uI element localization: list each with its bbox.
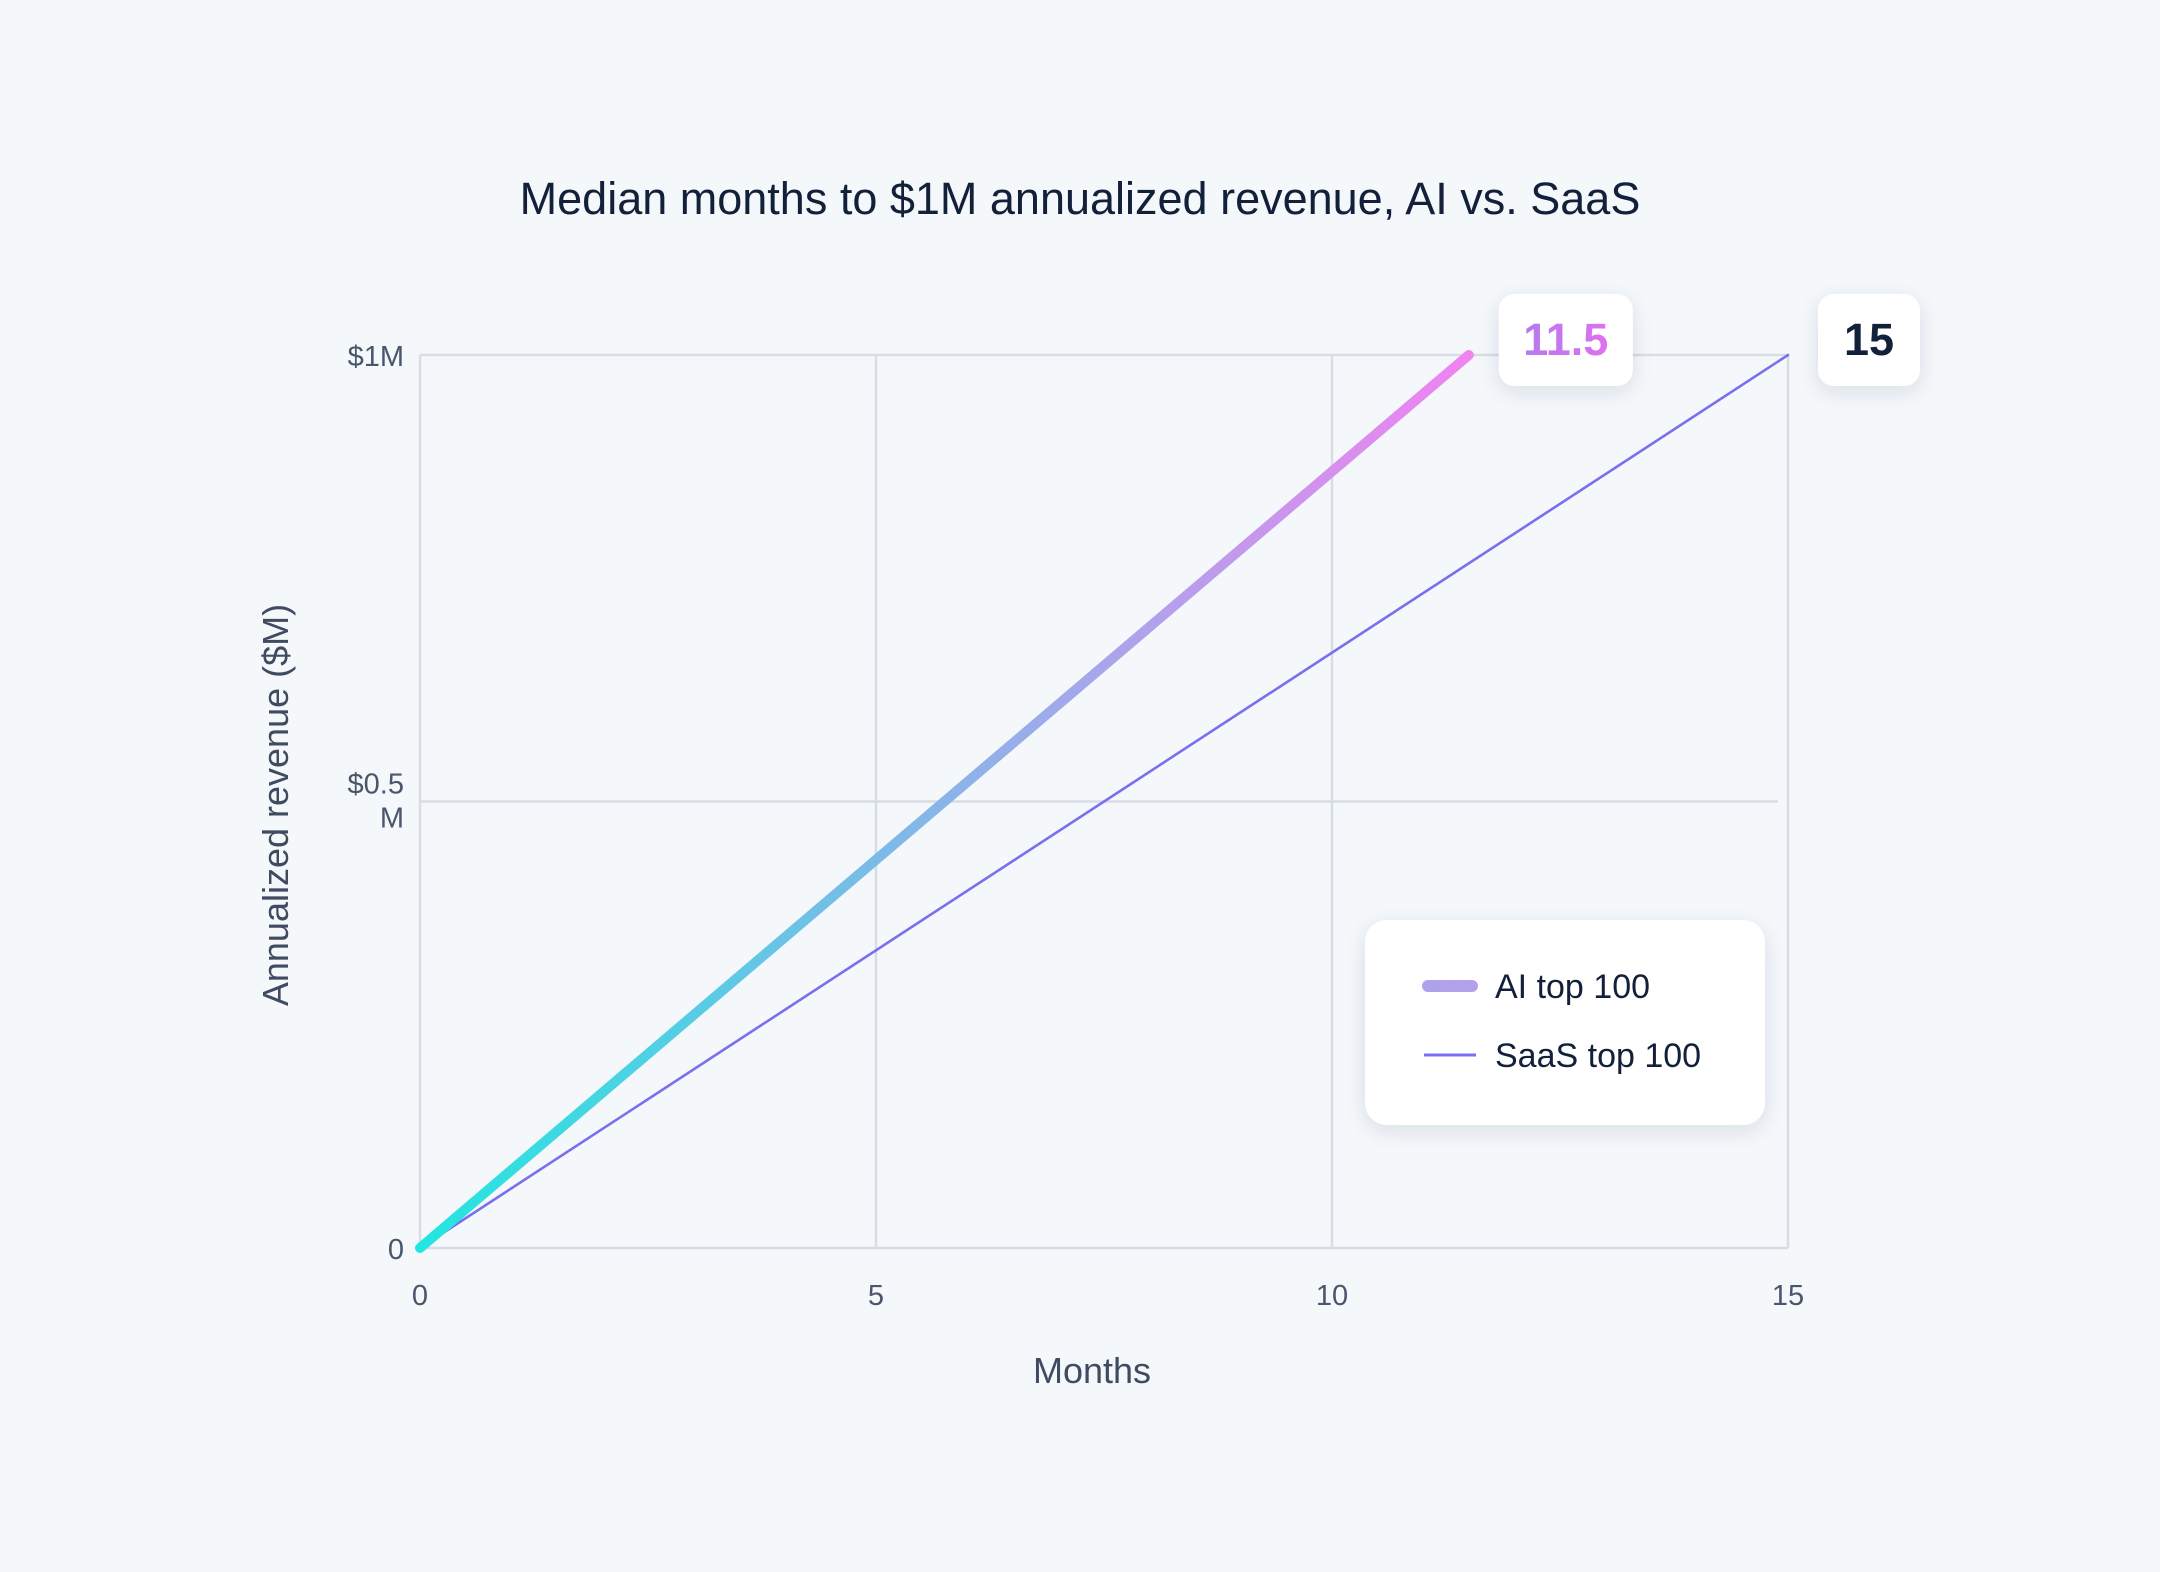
callout-value: 15 [1844, 314, 1894, 365]
y-tick-label: 0 [388, 1234, 404, 1266]
callout-box [1498, 294, 1633, 386]
series-line-saas [418, 353, 1790, 1250]
legend-label-ai: AI top 100 [1495, 968, 1650, 1006]
y-axis-ticks: 0 $0.5 M $1M [348, 341, 404, 1266]
legend-label-saas: SaaS top 100 [1495, 1037, 1701, 1075]
x-tick-label: 15 [1772, 1280, 1804, 1312]
x-axis-label: Months [1033, 1350, 1151, 1391]
series-lines [415, 350, 1790, 1253]
series-line-ai [415, 350, 1474, 1253]
y-axis-label: Annualized revenue ($M) [255, 604, 296, 1006]
legend: AI top 100 SaaS top 100 [1365, 920, 1765, 1125]
y-tick-label: $1M [348, 341, 404, 373]
x-tick-label: 5 [868, 1280, 884, 1312]
x-axis-ticks: 0 5 10 15 [412, 1280, 1804, 1312]
end-callouts: 11.5 15 [1498, 294, 1920, 386]
callout-saas: 15 [1818, 294, 1920, 386]
y-tick-label: $0.5 M [348, 769, 404, 835]
callout-ai: 11.5 [1498, 294, 1633, 386]
callout-box [1818, 294, 1920, 386]
legend-box [1365, 920, 1765, 1125]
grid [418, 353, 1790, 1250]
x-tick-label: 10 [1316, 1280, 1348, 1312]
callout-value: 11.5 [1523, 314, 1608, 365]
x-tick-label: 0 [412, 1280, 428, 1312]
chart-title: Median months to $1M annualized revenue,… [520, 173, 1641, 224]
